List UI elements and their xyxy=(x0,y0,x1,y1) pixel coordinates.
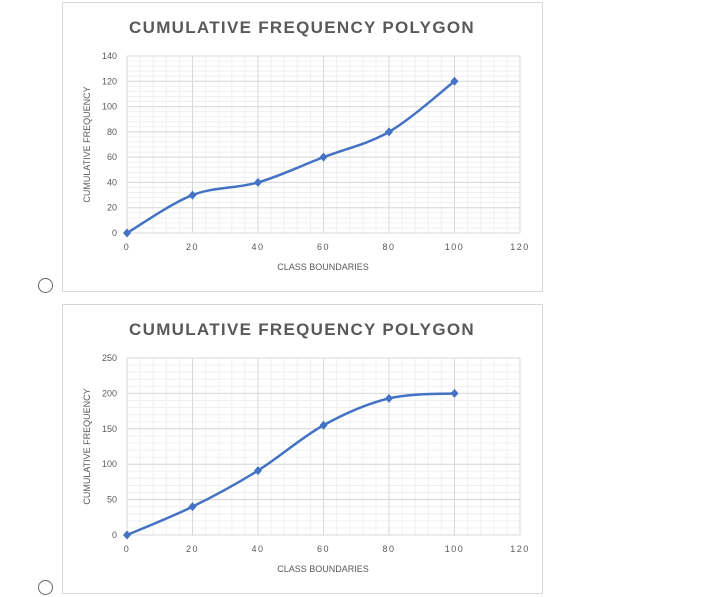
data-point-marker xyxy=(254,466,262,476)
data-point-marker xyxy=(385,127,393,137)
y-tick-label: 60 xyxy=(107,152,117,162)
x-axis-title: CLASS BOUNDARIES xyxy=(277,564,369,574)
y-tick-label: 80 xyxy=(107,127,117,137)
answer-radio-2[interactable] xyxy=(38,580,53,595)
data-point-marker xyxy=(319,420,328,430)
chart-title: CUMULATIVE FREQUENCY POLYGON xyxy=(129,320,475,339)
data-point-marker xyxy=(254,177,262,187)
series-line xyxy=(126,392,455,537)
x-tick-label: 80 xyxy=(382,242,395,252)
y-tick-label: 0 xyxy=(112,228,117,238)
y-axis-title: CUMULATIVE FREQUENCY xyxy=(82,388,92,504)
chart-option-1: 0 20 40 60 80 100 120 0 20 40 60 80 100 120 140 CUMULAT… xyxy=(62,2,543,292)
x-axis-title: CLASS BOUNDARIES xyxy=(277,262,369,272)
x-tick-label: 60 xyxy=(317,242,330,252)
chart-svg-1: 0 20 40 60 80 100 120 0 20 40 60 80 100 120 140 CUMULAT… xyxy=(82,18,530,272)
answer-radio-1[interactable] xyxy=(38,278,53,293)
data-point-marker xyxy=(450,76,459,86)
x-tick-label: 20 xyxy=(186,544,199,554)
y-tick-label: 50 xyxy=(107,495,117,505)
chart-option-2: 0 20 40 60 80 100 120 0 50 100 150 200 250 CUMULATIVE… xyxy=(62,304,543,594)
x-tick-label: 120 xyxy=(510,242,530,252)
data-point-marker xyxy=(188,190,197,200)
y-tick-label: 120 xyxy=(102,76,117,86)
x-tick-label: 100 xyxy=(445,544,465,554)
x-tick-label: 100 xyxy=(445,242,465,252)
x-tick-label: 40 xyxy=(251,242,264,252)
series-line xyxy=(126,80,456,235)
y-tick-label: 100 xyxy=(102,102,117,112)
data-point-marker xyxy=(123,530,131,540)
x-tick-label: 40 xyxy=(251,544,264,554)
y-tick-label: 40 xyxy=(107,177,117,187)
x-tick-label: 120 xyxy=(510,544,530,554)
data-point-marker xyxy=(319,152,328,162)
y-tick-label: 200 xyxy=(102,388,117,398)
data-point-marker xyxy=(123,228,131,238)
data-point-marker xyxy=(450,388,459,398)
y-axis-title: CUMULATIVE FREQUENCY xyxy=(82,86,92,202)
x-tick-label: 0 xyxy=(124,242,131,252)
data-point-marker xyxy=(385,393,393,403)
y-tick-label: 250 xyxy=(102,353,117,363)
y-tick-label: 150 xyxy=(102,424,117,434)
chart-svg-2: 0 20 40 60 80 100 120 0 50 100 150 200 250 CUMULATIVE… xyxy=(82,320,530,574)
chart-title: CUMULATIVE FREQUENCY POLYGON xyxy=(129,18,475,37)
y-tick-label: 140 xyxy=(102,51,117,61)
y-tick-label: 20 xyxy=(107,203,117,213)
x-tick-label: 20 xyxy=(186,242,199,252)
x-tick-label: 80 xyxy=(382,544,395,554)
x-tick-label: 0 xyxy=(124,544,131,554)
data-point-marker xyxy=(188,502,197,512)
y-tick-label: 100 xyxy=(102,459,117,469)
x-tick-label: 60 xyxy=(317,544,330,554)
y-tick-label: 0 xyxy=(112,530,117,540)
